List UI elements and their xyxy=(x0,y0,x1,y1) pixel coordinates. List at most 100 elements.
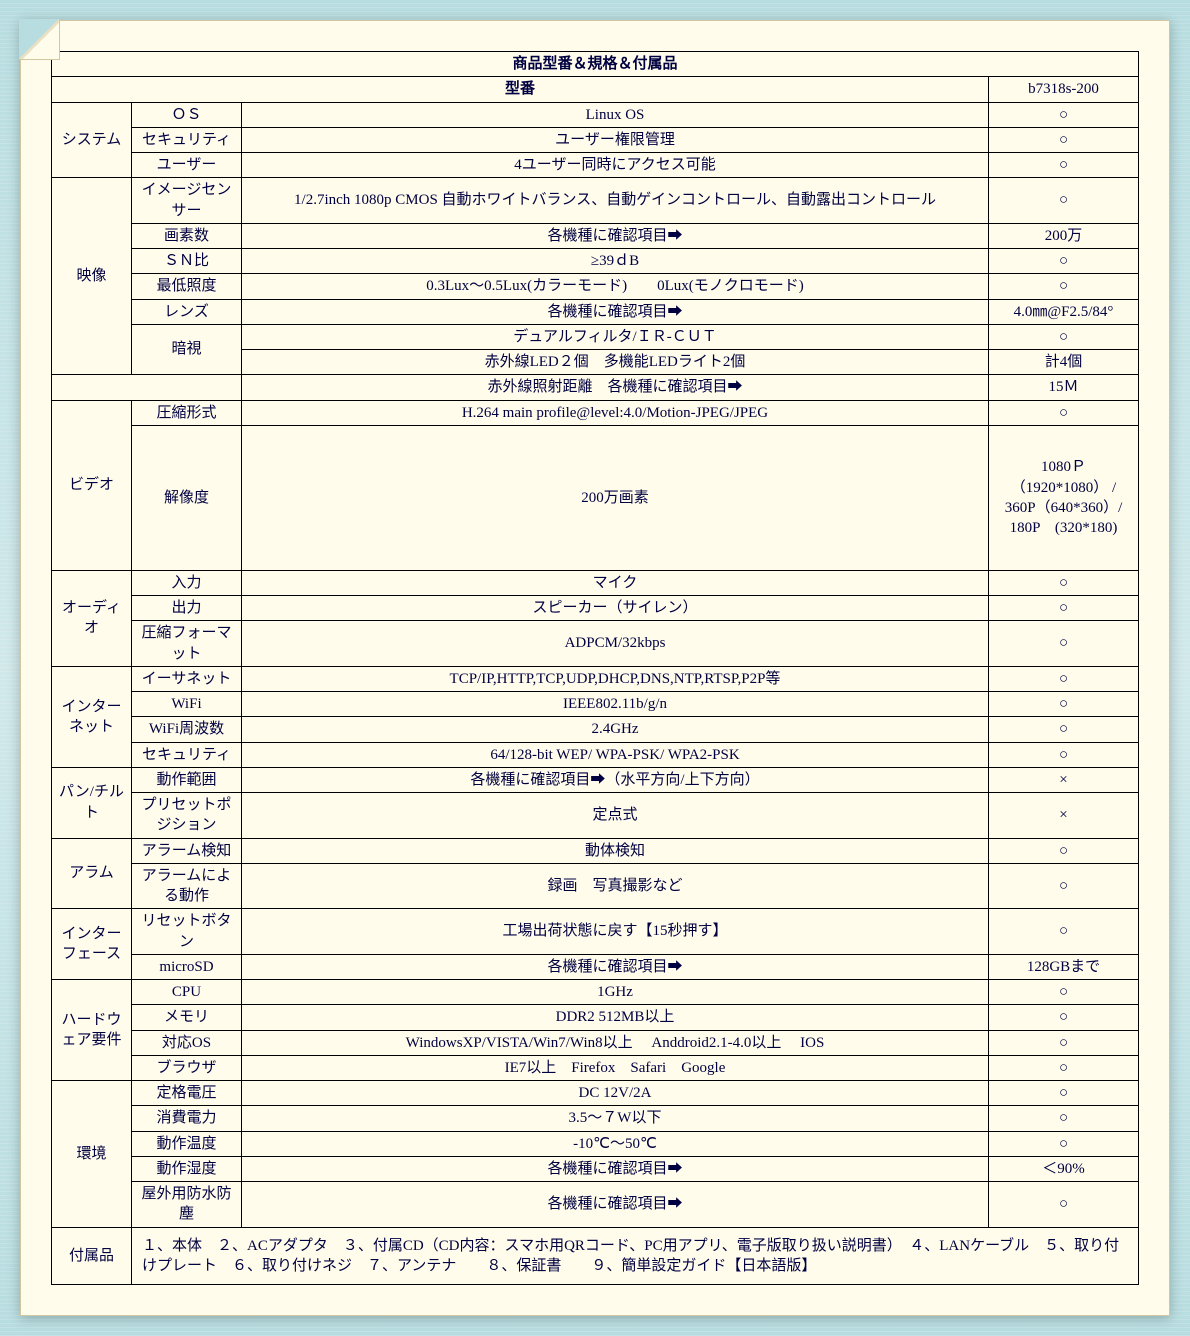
spec-value: 各機種に確認項目➡ xyxy=(242,299,989,324)
spec-result: 計4個 xyxy=(989,350,1139,375)
table-row: オーディオ入力マイク○ xyxy=(52,570,1139,595)
table-row: 屋外用防水防塵各機種に確認項目➡○ xyxy=(52,1182,1139,1228)
spec-label: 対応OS xyxy=(132,1030,242,1055)
spec-value: 録画 写真撮影など xyxy=(242,863,989,909)
spec-result: ○ xyxy=(989,596,1139,621)
table-row: セキュリティユーザー権限管理○ xyxy=(52,127,1139,152)
spec-value: IEEE802.11b/g/n xyxy=(242,692,989,717)
spec-value: 2.4GHz xyxy=(242,717,989,742)
spec-result: ○ xyxy=(989,666,1139,691)
spec-value: Linux OS xyxy=(242,102,989,127)
spec-label: 暗視 xyxy=(132,324,242,375)
spec-value: ≥39ｄB xyxy=(242,249,989,274)
spec-result: ○ xyxy=(989,1131,1139,1156)
spec-result: 200万 xyxy=(989,223,1139,248)
table-row: ハードウェア要件CPU1GHz○ xyxy=(52,980,1139,1005)
table-row: WiFi周波数2.4GHz○ xyxy=(52,717,1139,742)
spec-result: 4.0㎜@F2.5/84° xyxy=(989,299,1139,324)
table-row: ユーザー4ユーザー同時にアクセス可能○ xyxy=(52,153,1139,178)
spec-label: アラームによる動作 xyxy=(132,863,242,909)
spec-label: イーサネット xyxy=(132,666,242,691)
spec-label: 最低照度 xyxy=(132,274,242,299)
group-name: インターフェース xyxy=(52,909,132,980)
spec-label: ＯＳ xyxy=(132,102,242,127)
spec-value: 0.3Lux～0.5Lux(カラーモード) 0Lux(モノクロモード) xyxy=(242,274,989,299)
spec-result: ○ xyxy=(989,178,1139,224)
spec-result: ○ xyxy=(989,274,1139,299)
table-row: ＳＮ比≥39ｄB○ xyxy=(52,249,1139,274)
spec-label: ブラウザ xyxy=(132,1055,242,1080)
spec-value: 定点式 xyxy=(242,793,989,839)
group-name: アラム xyxy=(52,838,132,909)
spec-label: 動作温度 xyxy=(132,1131,242,1156)
table-row: 出力スピーカー（サイレン）○ xyxy=(52,596,1139,621)
spec-value: TCP/IP,HTTP,TCP,UDP,DHCP,DNS,NTP,RTSP,P2… xyxy=(242,666,989,691)
spec-value: スピーカー（サイレン） xyxy=(242,596,989,621)
group-name: 環境 xyxy=(52,1081,132,1228)
spec-value: WindowsXP/VISTA/Win7/Win8以上 Anddroid2.1-… xyxy=(242,1030,989,1055)
spec-value: デュアルフィルタ/ＩＲ-ＣＵＴ xyxy=(242,324,989,349)
table-row: ブラウザIE7以上 Firefox Safari Google○ xyxy=(52,1055,1139,1080)
group-name: 映像 xyxy=(52,178,132,375)
spec-result: 128GBまで xyxy=(989,954,1139,979)
spec-value: 64/128-bit WEP/ WPA-PSK/ WPA2-PSK xyxy=(242,742,989,767)
spec-value: 赤外線LED２個 多機能LEDライト2個 xyxy=(242,350,989,375)
spec-result: ○ xyxy=(989,1106,1139,1131)
spec-label: セキュリティ xyxy=(132,127,242,152)
spec-result: ○ xyxy=(989,621,1139,667)
table-row: セキュリティ64/128-bit WEP/ WPA-PSK/ WPA2-PSK○ xyxy=(52,742,1139,767)
table-row: メモリDDR2 512MB以上○ xyxy=(52,1005,1139,1030)
spec-label: CPU xyxy=(132,980,242,1005)
spec-result: ○ xyxy=(989,1081,1139,1106)
group-name: ビデオ xyxy=(52,400,132,570)
spec-result: ○ xyxy=(989,153,1139,178)
spec-label: microSD xyxy=(132,954,242,979)
table-row: プリセットポジション定点式× xyxy=(52,793,1139,839)
spec-label: 圧縮形式 xyxy=(132,400,242,425)
spec-value: ユーザー権限管理 xyxy=(242,127,989,152)
table-row: 赤外線照射距離 各機種に確認項目➡15Ｍ xyxy=(52,375,1139,400)
table-row: パン/チルト動作範囲各機種に確認項目➡（水平方向/上下方向）× xyxy=(52,767,1139,792)
table-row: インターフェースリセットボタン工場出荷状態に戻す【15秒押す】○ xyxy=(52,909,1139,955)
accessories-row: 付属品１、本体 ２、ACアダプタ ３、付属CD（CD内容：スマホ用QRコード、P… xyxy=(52,1227,1139,1285)
spec-value: 各機種に確認項目➡ xyxy=(242,954,989,979)
table-row: 最低照度0.3Lux～0.5Lux(カラーモード) 0Lux(モノクロモード)○ xyxy=(52,274,1139,299)
spec-value: ADPCM/32kbps xyxy=(242,621,989,667)
spec-label: イメージセンサー xyxy=(132,178,242,224)
spec-result: ○ xyxy=(989,1055,1139,1080)
spec-result: ○ xyxy=(989,324,1139,349)
table-row: インターネットイーサネットTCP/IP,HTTP,TCP,UDP,DHCP,DN… xyxy=(52,666,1139,691)
spec-result: ＜90% xyxy=(989,1156,1139,1181)
spec-result: ○ xyxy=(989,838,1139,863)
spec-table: 商品型番＆規格＆付属品 型番 b7318s-200 システムＯＳLinux OS… xyxy=(51,29,1139,1285)
spec-value: マイク xyxy=(242,570,989,595)
spec-result: ○ xyxy=(989,1182,1139,1228)
table-row: 圧縮フォーマットADPCM/32kbps○ xyxy=(52,621,1139,667)
spec-result: ○ xyxy=(989,570,1139,595)
spec-label: WiFi xyxy=(132,692,242,717)
accessories-text: １、本体 ２、ACアダプタ ３、付属CD（CD内容：スマホ用QRコード、PC用ア… xyxy=(132,1227,1139,1285)
group-name: インターネット xyxy=(52,666,132,767)
spec-label: 屋外用防水防塵 xyxy=(132,1182,242,1228)
spec-value: 各機種に確認項目➡ xyxy=(242,223,989,248)
spec-value: DC 12V/2A xyxy=(242,1081,989,1106)
spec-result: 1080Ｐ（1920*1080） /360P（640*360）/180P (32… xyxy=(989,425,1139,570)
spec-value: 3.5～７W以下 xyxy=(242,1106,989,1131)
spec-result: ○ xyxy=(989,1005,1139,1030)
spec-label: セキュリティ xyxy=(132,742,242,767)
spec-label: WiFi周波数 xyxy=(132,717,242,742)
spec-label: レンズ xyxy=(132,299,242,324)
spec-value: 200万画素 xyxy=(242,425,989,570)
group-name: システム xyxy=(52,102,132,178)
spec-label: 画素数 xyxy=(132,223,242,248)
spec-label: ＳＮ比 xyxy=(132,249,242,274)
table-row: 動作湿度各機種に確認項目➡＜90% xyxy=(52,1156,1139,1181)
table-row: レンズ各機種に確認項目➡4.0㎜@F2.5/84° xyxy=(52,299,1139,324)
spec-label: 出力 xyxy=(132,596,242,621)
accessories-label: 付属品 xyxy=(52,1227,132,1285)
spec-value: H.264 main profile@level:4.0/Motion-JPEG… xyxy=(242,400,989,425)
spec-value: 1GHz xyxy=(242,980,989,1005)
table-row: 暗視デュアルフィルタ/ＩＲ-ＣＵＴ○ xyxy=(52,324,1139,349)
spec-value: 各機種に確認項目➡ xyxy=(242,1156,989,1181)
spec-label: 入力 xyxy=(132,570,242,595)
